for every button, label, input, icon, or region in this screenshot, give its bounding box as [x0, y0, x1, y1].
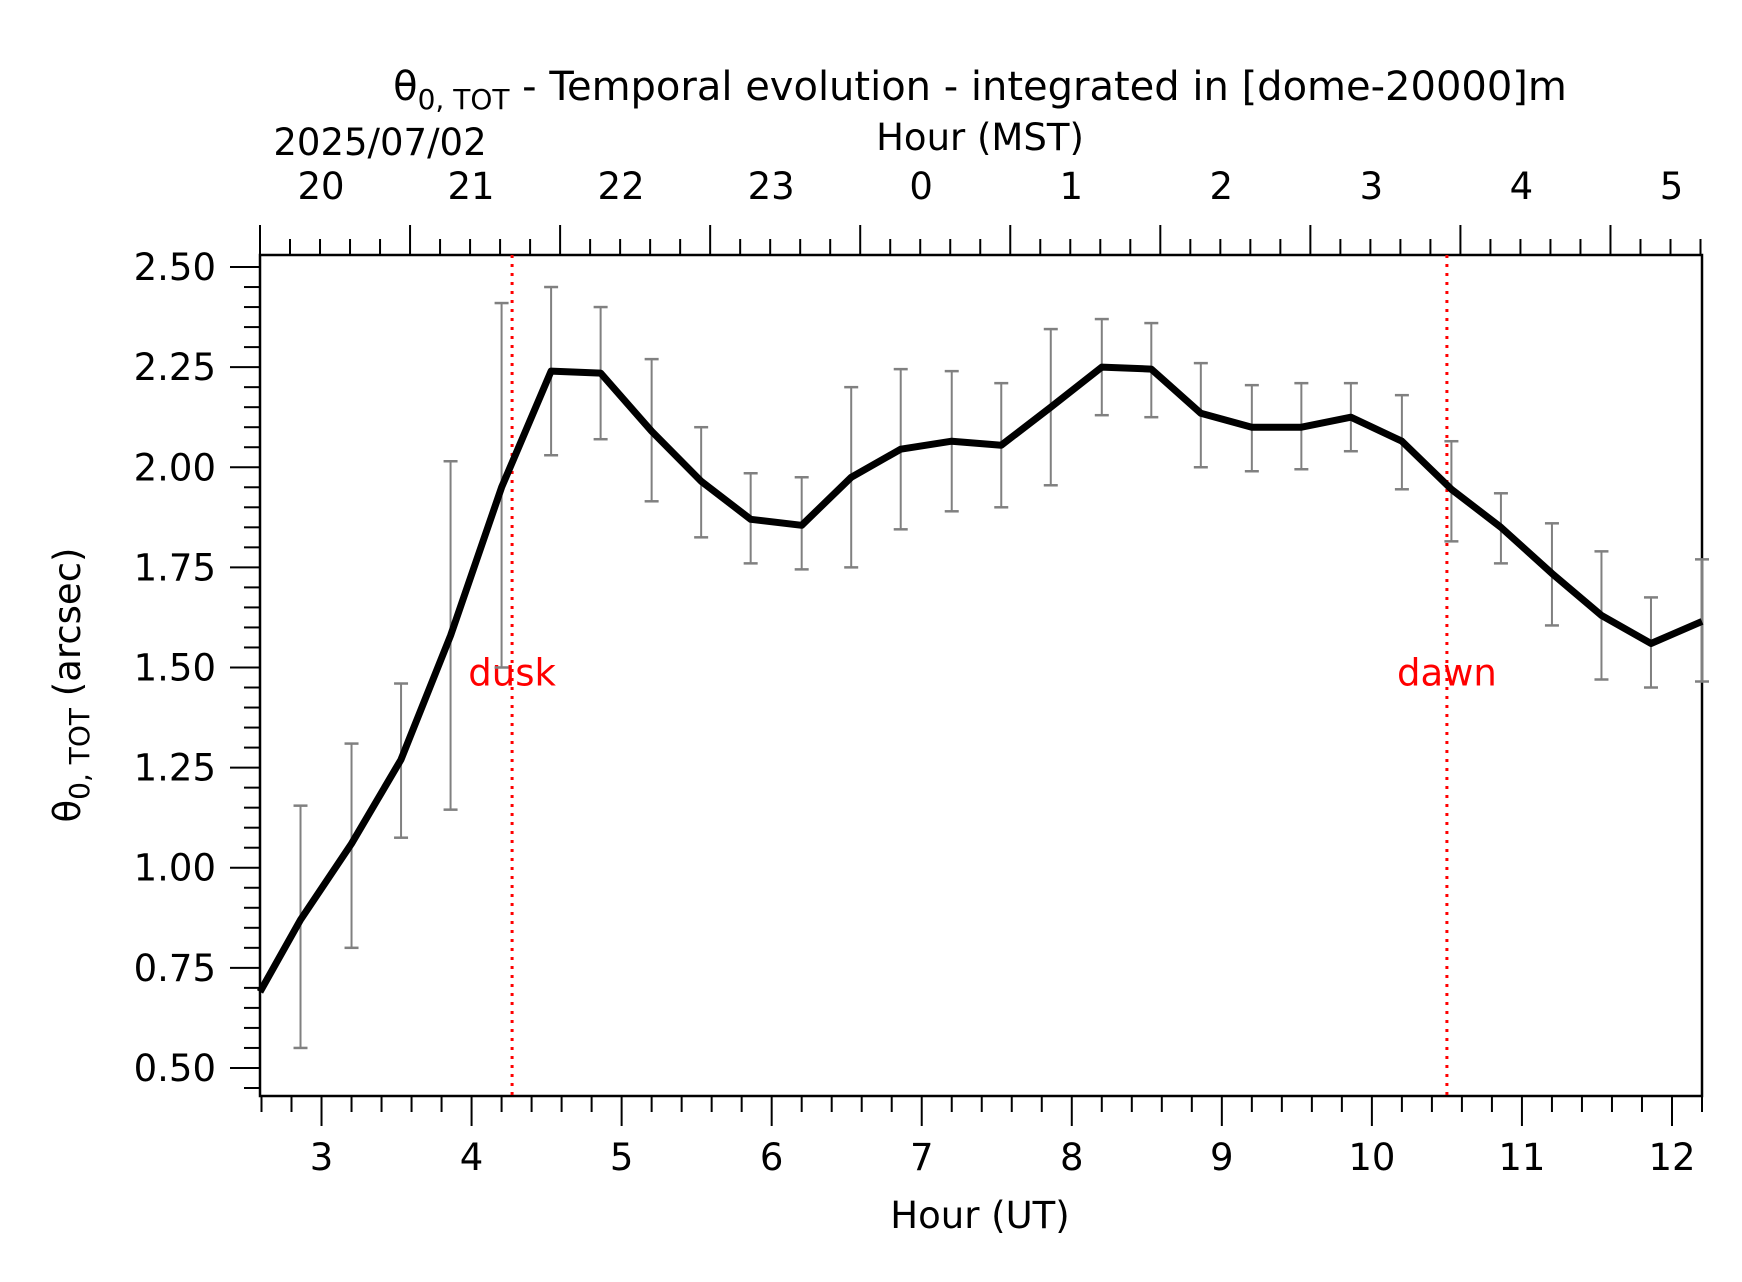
x2-tick-label: 3: [1360, 165, 1384, 208]
y-tick-label: 1.75: [134, 546, 216, 589]
y-tick-label: 1.50: [134, 646, 216, 689]
y-tick-label: 0.75: [134, 947, 216, 990]
x-tick-label: 4: [460, 1136, 484, 1179]
y-axis-title: θ0, TOT (arcsec): [46, 548, 96, 823]
annotations: dusk dawn: [468, 255, 1497, 1096]
x2-tick-label: 5: [1660, 165, 1684, 208]
error-bar: [1695, 558, 1709, 683]
x2-tick-label: 4: [1510, 165, 1534, 208]
x2-tick-label: 21: [448, 165, 495, 208]
y-tick-label: 1.25: [134, 747, 216, 790]
x-tick-label: 6: [760, 1136, 784, 1179]
date-label: 2025/07/02: [273, 121, 486, 164]
x-tick-label: 3: [310, 1136, 334, 1179]
x-tick-label: 11: [1498, 1136, 1545, 1179]
y-tick-label: 2.00: [134, 446, 216, 489]
x2-tick-label: 22: [598, 165, 645, 208]
x-tick-label: 8: [1060, 1136, 1084, 1179]
top-axis-title: Hour (MST): [876, 116, 1084, 159]
y-tick-label: 0.50: [134, 1047, 216, 1090]
x-tick-label: 5: [610, 1136, 634, 1179]
y-tick-label: 2.50: [134, 246, 216, 289]
x2-tick-label: 20: [297, 165, 344, 208]
dawn-label: dawn: [1397, 652, 1497, 695]
x2-tick-label: 1: [1059, 165, 1083, 208]
x-tick-label: 10: [1348, 1136, 1395, 1179]
series-line-group: [256, 363, 1704, 994]
x-tick-label: 9: [1210, 1136, 1234, 1179]
x2-tick-label: 0: [909, 165, 933, 208]
x-tick-label: 12: [1648, 1136, 1695, 1179]
x2-tick-label: 2: [1210, 165, 1234, 208]
series-line: [256, 363, 1704, 994]
y-tick-label: 2.25: [134, 346, 216, 389]
y-tick-label: 1.00: [134, 847, 216, 890]
x-tick-label: 7: [910, 1136, 934, 1179]
dusk-label: dusk: [468, 652, 556, 695]
x2-tick-label: 23: [748, 165, 795, 208]
chart-title: θ0, TOT - Temporal evolution - integrate…: [393, 64, 1567, 116]
x-axis-title: Hour (UT): [890, 1194, 1069, 1237]
